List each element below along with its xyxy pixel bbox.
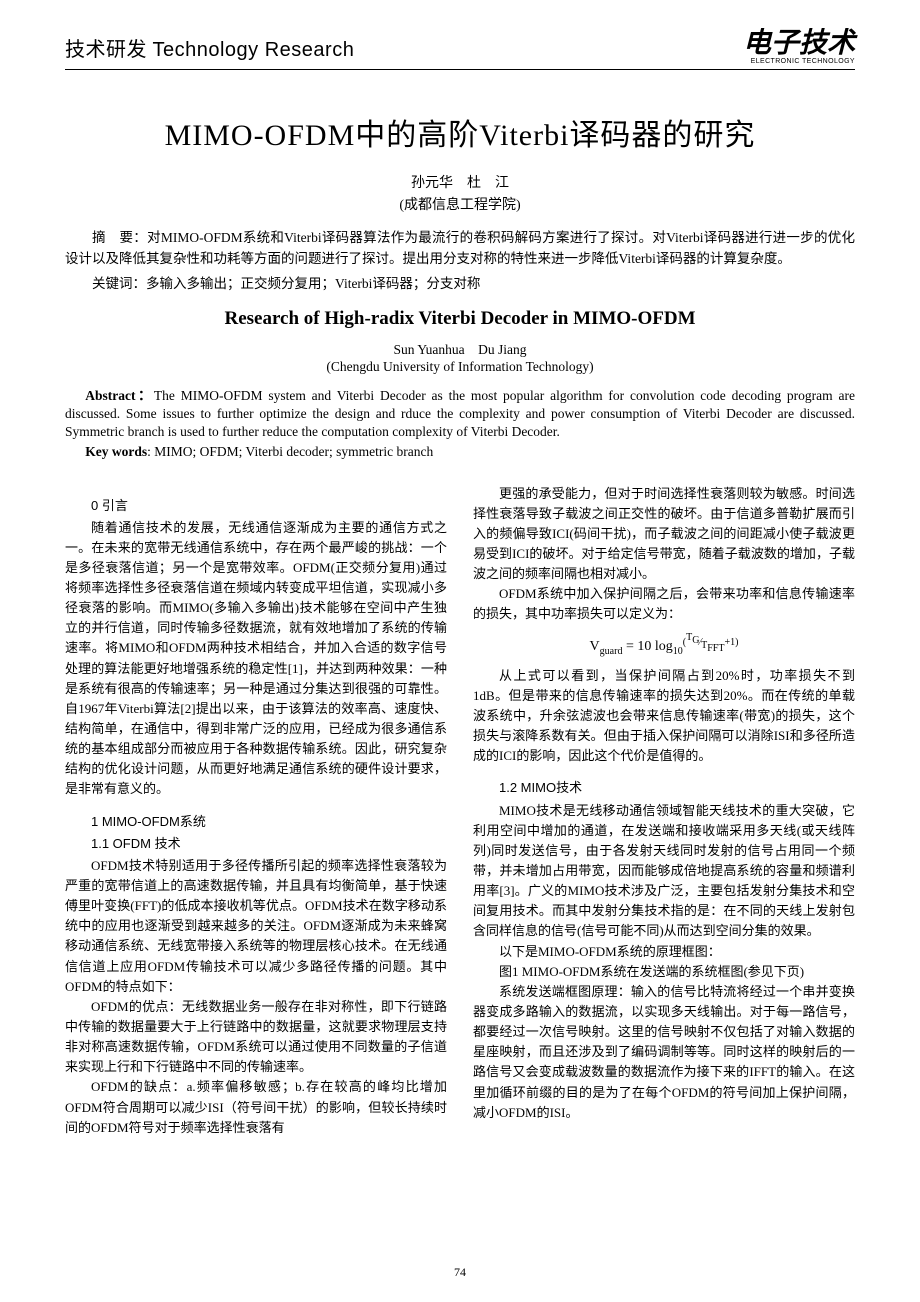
section-1-2-p3: 图1 MIMO-OFDM系统在发送端的系统框图(参见下页) (473, 962, 855, 982)
header-section-label: 技术研发 Technology Research (65, 33, 354, 62)
abstract-en-label: Abstract： (85, 388, 154, 403)
right-p2: OFDM系统中加入保护间隔之后，会带来功率和信息传输速率的损失，其中功率损失可以… (473, 584, 855, 624)
article-title-en: Research of High-radix Viterbi Decoder i… (65, 308, 855, 330)
section-0-p1: 随着通信技术的发展，无线通信逐渐成为主要的通信方式之一。在未来的宽带无线通信系统… (65, 518, 447, 800)
section-1-1-p3: OFDM的缺点：a.频率偏移敏感；b.存在较高的峰均比增加OFDM符合周期可以减… (65, 1077, 447, 1137)
header-left-en: Technology Research (153, 39, 355, 61)
page-header: 技术研发 Technology Research 电子技术 ELECTRONIC… (65, 30, 855, 70)
abstract-en-text: The MIMO-OFDM system and Viterbi Decoder… (65, 388, 855, 439)
section-1-2-p4: 系统发送端框图原理：输入的信号比特流将经过一个串并变换器变成多路输入的数据流，以… (473, 982, 855, 1123)
affiliation-cn: (成都信息工程学院) (65, 194, 855, 214)
body-columns: 0 引言 随着通信技术的发展，无线通信逐渐成为主要的通信方式之一。在未来的宽带无… (65, 484, 855, 1138)
article-title-cn: MIMO-OFDM中的高阶Viterbi译码器的研究 (65, 110, 855, 154)
abstract-en-block: Abstract：The MIMO-OFDM system and Viterb… (65, 387, 855, 442)
section-1-1-p2: OFDM的优点：无线数据业务一般存在非对称性，即下行链路中传输的数据量要大于上行… (65, 997, 447, 1078)
keywords-en-label: Key words (85, 444, 147, 459)
journal-name-en: ELECTRONIC TECHNOLOGY (743, 58, 855, 65)
section-1-2-p1: MIMO技术是无线移动通信领域智能天线技术的重大突破，它利用空间中增加的通道，在… (473, 801, 855, 942)
section-1-2-heading: 1.2 MIMO技术 (473, 778, 855, 798)
keywords-cn-block: 关键词：多输入多输出；正交频分复用；Viterbi译码器；分支对称 (65, 272, 855, 292)
header-journal: 电子技术 ELECTRONIC TECHNOLOGY (743, 30, 855, 65)
formula-vguard: Vguard = 10 log10(TG⁄TFFT+1) (473, 630, 855, 659)
section-0-heading: 0 引言 (65, 496, 447, 516)
keywords-cn-text: 多输入多输出；正交频分复用；Viterbi译码器；分支对称 (146, 276, 480, 291)
right-p3: 从上式可以看到，当保护间隔占到20%时，功率损失不到1dB。但是带来的信息传输速… (473, 666, 855, 767)
keywords-en-block: Key words: MIMO; OFDM; Viterbi decoder; … (65, 444, 855, 460)
abstract-cn-label: 摘 要： (92, 230, 147, 245)
right-column: 更强的承受能力，但对于时间选择性衰落则较为敏感。时间选择性衰落导致子载波之间正交… (473, 484, 855, 1138)
section-1-1-p1: OFDM技术特别适用于多径传播所引起的频率选择性衰落较为严重的宽带信道上的高速数… (65, 856, 447, 997)
journal-name-cn: 电子技术 (743, 30, 855, 58)
keywords-en-text: : MIMO; OFDM; Viterbi decoder; symmetric… (147, 444, 433, 459)
affiliation-en: (Chengdu University of Information Techn… (65, 359, 855, 375)
section-1-heading: 1 MIMO-OFDM系统 (65, 812, 447, 832)
left-column: 0 引言 随着通信技术的发展，无线通信逐渐成为主要的通信方式之一。在未来的宽带无… (65, 484, 447, 1138)
abstract-cn-text: 对MIMO-OFDM系统和Viterbi译码器算法作为最流行的卷积码解码方案进行… (65, 230, 855, 266)
section-1-1-heading: 1.1 OFDM 技术 (65, 834, 447, 854)
abstract-cn-block: 摘 要：对MIMO-OFDM系统和Viterbi译码器算法作为最流行的卷积码解码… (65, 228, 855, 270)
keywords-cn-label: 关键词： (92, 276, 146, 291)
header-left-cn: 技术研发 (65, 39, 147, 61)
section-1-2-p2: 以下是MIMO-OFDM系统的原理框图： (473, 942, 855, 962)
authors-cn: 孙元华 杜 江 (65, 172, 855, 192)
page-number: 74 (0, 1265, 920, 1280)
right-p1: 更强的承受能力，但对于时间选择性衰落则较为敏感。时间选择性衰落导致子载波之间正交… (473, 484, 855, 585)
authors-en: Sun Yuanhua Du Jiang (65, 338, 855, 358)
